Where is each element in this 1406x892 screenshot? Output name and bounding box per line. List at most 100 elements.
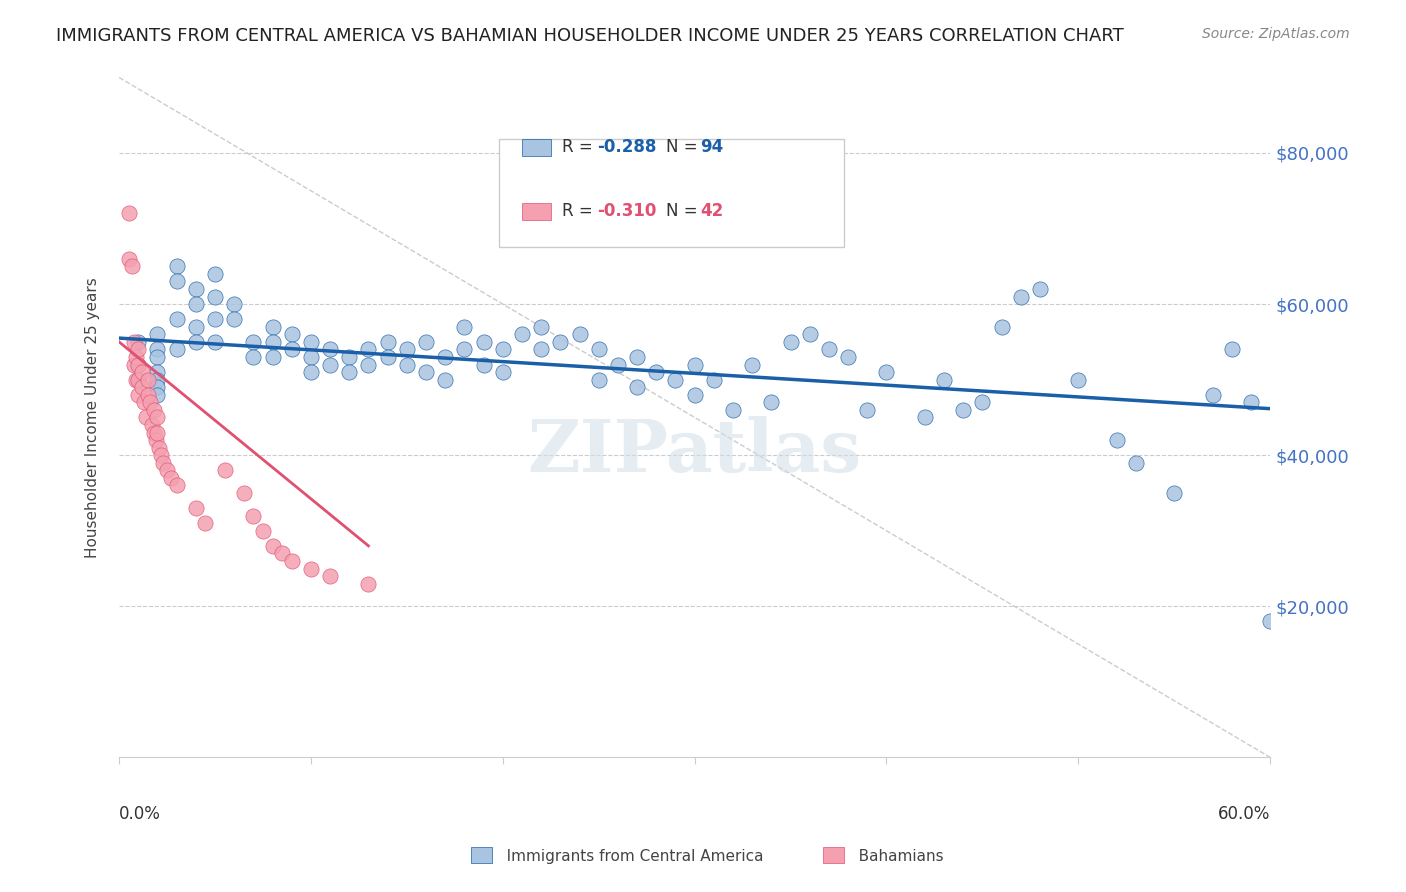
Y-axis label: Householder Income Under 25 years: Householder Income Under 25 years	[86, 277, 100, 558]
Point	[121, 260, 143, 274]
Point	[453, 319, 475, 334]
Point	[1220, 343, 1243, 357]
Point	[146, 373, 169, 387]
Point	[224, 312, 246, 326]
Point	[1258, 615, 1281, 629]
Point	[1029, 282, 1052, 296]
Point	[434, 350, 457, 364]
Point	[156, 463, 179, 477]
Point	[204, 312, 226, 326]
Text: Source: ZipAtlas.com: Source: ZipAtlas.com	[1202, 27, 1350, 41]
Point	[319, 343, 342, 357]
Point	[146, 327, 169, 342]
Text: IMMIGRANTS FROM CENTRAL AMERICA VS BAHAMIAN HOUSEHOLDER INCOME UNDER 25 YEARS CO: IMMIGRANTS FROM CENTRAL AMERICA VS BAHAM…	[56, 27, 1123, 45]
Point	[377, 334, 399, 349]
Point	[127, 358, 149, 372]
Point	[990, 319, 1012, 334]
Point	[280, 554, 302, 568]
Point	[683, 358, 706, 372]
Point	[472, 334, 495, 349]
Point	[299, 561, 322, 575]
Point	[127, 343, 149, 357]
Point	[146, 425, 169, 440]
Text: R =: R =	[562, 202, 598, 220]
Text: N =: N =	[666, 137, 703, 156]
Point	[127, 373, 149, 387]
Point	[645, 365, 668, 379]
Point	[117, 206, 139, 220]
Text: N =: N =	[666, 202, 703, 220]
FancyBboxPatch shape	[522, 138, 551, 155]
Point	[184, 319, 207, 334]
Point	[242, 334, 264, 349]
Point	[337, 350, 360, 364]
Point	[160, 471, 183, 485]
Point	[166, 312, 188, 326]
Text: R =: R =	[562, 137, 598, 156]
Point	[357, 343, 380, 357]
Point	[280, 343, 302, 357]
Point	[131, 380, 153, 394]
Text: 42: 42	[700, 202, 724, 220]
Point	[299, 365, 322, 379]
Point	[145, 433, 167, 447]
Text: Immigrants from Central America: Immigrants from Central America	[492, 849, 763, 863]
Text: Bahamians: Bahamians	[844, 849, 943, 863]
Point	[127, 388, 149, 402]
Text: -0.288: -0.288	[596, 137, 657, 156]
Point	[530, 319, 553, 334]
Point	[141, 417, 163, 432]
Point	[166, 478, 188, 492]
Point	[232, 486, 254, 500]
Point	[357, 576, 380, 591]
Text: 94: 94	[700, 137, 724, 156]
Point	[434, 373, 457, 387]
Point	[972, 395, 994, 409]
Point	[818, 343, 841, 357]
Point	[152, 456, 174, 470]
Point	[142, 402, 165, 417]
Point	[135, 410, 157, 425]
Point	[299, 334, 322, 349]
Point	[125, 373, 148, 387]
Point	[703, 373, 725, 387]
Point	[876, 365, 898, 379]
Point	[492, 343, 515, 357]
Point	[837, 350, 859, 364]
Point	[799, 327, 821, 342]
Point	[415, 334, 437, 349]
Point	[299, 350, 322, 364]
Point	[184, 501, 207, 516]
Point	[914, 410, 936, 425]
FancyBboxPatch shape	[522, 203, 551, 220]
Point	[550, 334, 572, 349]
Point	[262, 334, 284, 349]
Point	[319, 358, 342, 372]
Point	[146, 410, 169, 425]
Point	[357, 358, 380, 372]
Point	[280, 327, 302, 342]
Point	[1125, 456, 1147, 470]
Point	[606, 358, 628, 372]
Point	[1010, 289, 1032, 303]
Point	[127, 334, 149, 349]
Point	[271, 546, 294, 560]
Point	[952, 402, 974, 417]
Point	[146, 343, 169, 357]
Point	[146, 380, 169, 394]
Point	[194, 516, 217, 531]
Point	[166, 260, 188, 274]
Point	[510, 327, 533, 342]
Point	[204, 289, 226, 303]
Point	[1105, 433, 1128, 447]
Text: 0.0%: 0.0%	[120, 805, 160, 823]
Point	[242, 350, 264, 364]
Point	[664, 373, 686, 387]
Point	[184, 297, 207, 311]
Point	[131, 365, 153, 379]
Point	[626, 380, 648, 394]
Point	[124, 334, 146, 349]
Point	[148, 441, 170, 455]
Point	[262, 319, 284, 334]
Point	[721, 402, 744, 417]
